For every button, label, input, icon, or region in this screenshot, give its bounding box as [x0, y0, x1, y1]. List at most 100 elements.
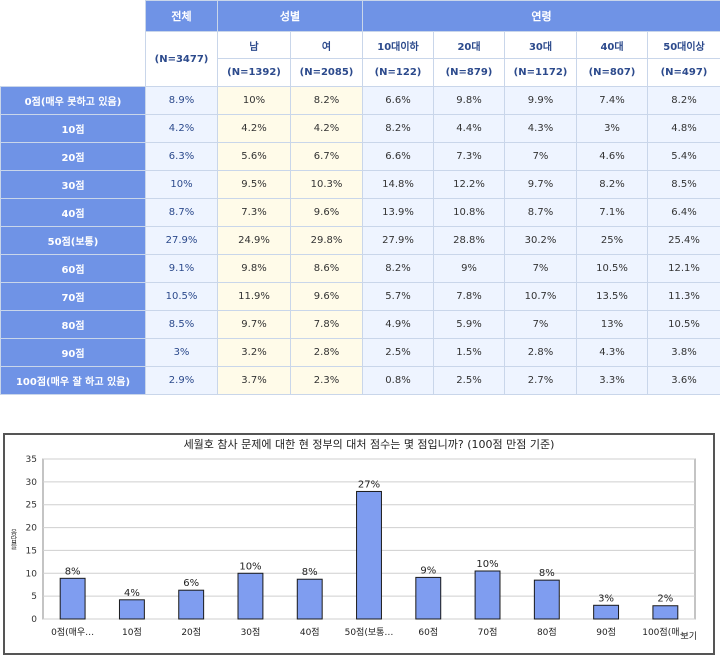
subgroup-label: 30대 — [504, 31, 577, 59]
table-cell: 4.3% — [504, 114, 577, 143]
bar — [533, 579, 560, 620]
table-cell: 7% — [504, 142, 577, 171]
x-tick-label: 100점(매… — [642, 626, 688, 638]
table-cell: 4.8% — [647, 114, 720, 143]
table-cell: 8.2% — [576, 170, 648, 199]
table-cell: 10.8% — [433, 198, 505, 227]
table-cell: 7.8% — [290, 310, 363, 339]
table-row: 0점(매우 못하고 있음) 8.9% 10% 8.2% 6.6% 9.8% 9.9% 7.4%… — [0, 86, 720, 115]
row-label: 100점(매우 잘 하고 있음) — [0, 366, 146, 395]
table-row: 60점 9.1% 9.8% 8.6% 8.2% 9% 7% 10.5% 12.1% — [0, 254, 720, 283]
table-cell: 8.5% — [145, 310, 218, 339]
table-cell: 8.7% — [504, 198, 577, 227]
y-axis-label: 응답률 — [10, 529, 18, 550]
data-label: 8% — [65, 566, 81, 577]
table-cell: 25% — [576, 226, 648, 255]
table-cell: 6.6% — [362, 86, 434, 115]
table-row: 20점 6.3% 5.6% 6.7% 6.6% 7.3% 7% 4.6% 5.4% — [0, 142, 720, 171]
data-label: 2% — [657, 594, 673, 605]
table-cell: 10% — [145, 170, 218, 199]
x-tick-label: 30점 — [241, 626, 261, 638]
subgroup-n: (N=1172) — [504, 58, 577, 87]
table-cell: 7% — [504, 254, 577, 283]
subgroup-n: (N=1392) — [217, 58, 291, 87]
header-total: 전체 — [145, 0, 218, 32]
table-cell: 10.5% — [647, 310, 720, 339]
row-label: 10점 — [0, 114, 146, 143]
y-tick-label: 30 — [26, 478, 38, 488]
table-cell: 9.9% — [504, 86, 577, 115]
row-label: 90점 — [0, 338, 146, 367]
table-cell: 1.5% — [433, 338, 505, 367]
table-cell: 8.2% — [647, 86, 720, 115]
row-label: 80점 — [0, 310, 146, 339]
table-cell: 9.5% — [217, 170, 291, 199]
y-tick-label: 35 — [26, 455, 37, 465]
table-cell: 9.7% — [217, 310, 291, 339]
x-tick-label: 0점(매우… — [51, 626, 94, 638]
x-tick-label: 60점 — [418, 626, 438, 638]
table-cell: 3.8% — [647, 338, 720, 367]
table-cell: 6.3% — [145, 142, 218, 171]
table-cell: 2.5% — [362, 338, 434, 367]
table-cell: 9.8% — [217, 254, 291, 283]
table-row: 30점 10% 9.5% 10.3% 14.8% 12.2% 9.7% 8.2% 8.5% — [0, 170, 720, 199]
table-cell: 12.1% — [647, 254, 720, 283]
x-tick-label: 70점 — [478, 626, 498, 638]
table-cell: 10.3% — [290, 170, 363, 199]
table-cell: 9.7% — [504, 170, 577, 199]
table-cell: 7.3% — [433, 142, 505, 171]
table-cell: 14.8% — [362, 170, 434, 199]
bar — [118, 599, 145, 620]
table-cell: 3.6% — [647, 366, 720, 395]
table-cell: 4.9% — [362, 310, 434, 339]
table-cell: 12.2% — [433, 170, 505, 199]
table-cell: 3.7% — [217, 366, 291, 395]
subgroup-label: 50대이상 — [647, 31, 720, 59]
y-tick-label: 5 — [31, 592, 37, 602]
table-cell: 6.4% — [647, 198, 720, 227]
table-cell: 9.8% — [433, 86, 505, 115]
table-cell: 8.2% — [290, 86, 363, 115]
y-tick-label: 15 — [26, 546, 37, 556]
table-cell: 10% — [217, 86, 291, 115]
bar — [237, 572, 264, 620]
bar — [296, 578, 323, 620]
table-cell: 11.9% — [217, 282, 291, 311]
row-label: 60점 — [0, 254, 146, 283]
table-cell: 27.9% — [362, 226, 434, 255]
table-cell: 7.8% — [433, 282, 505, 311]
table-cell: 8.9% — [145, 86, 218, 115]
table-cell: 4.2% — [290, 114, 363, 143]
table-cell: 2.8% — [504, 338, 577, 367]
table-row: 10점 4.2% 4.2% 4.2% 8.2% 4.4% 4.3% 3% 4.8% — [0, 114, 720, 143]
row-label: 50점(보통) — [0, 226, 146, 255]
bar — [593, 604, 620, 620]
table-cell: 8.2% — [362, 114, 434, 143]
bar — [178, 589, 205, 620]
row-label: 30점 — [0, 170, 146, 199]
table-cell: 24.9% — [217, 226, 291, 255]
bar — [59, 577, 86, 620]
data-label: 3% — [598, 593, 614, 604]
table-row: 100점(매우 잘 하고 있음) 2.9% 3.7% 2.3% 0.8% 2.5% 2.7%… — [0, 366, 720, 395]
chart-title: 세월호 참사 문제에 대한 현 정부의 대처 점수는 몇 점입니까? (100점… — [184, 438, 555, 451]
table-cell: 3% — [576, 114, 648, 143]
table-cell: 4.4% — [433, 114, 505, 143]
table-cell: 9.1% — [145, 254, 218, 283]
data-label: 9% — [420, 565, 436, 576]
table-cell: 7.4% — [576, 86, 648, 115]
table-cell: 3% — [145, 338, 218, 367]
bar-chart: 세월호 참사 문제에 대한 현 정부의 대처 점수는 몇 점입니까? (100점… — [10, 438, 697, 642]
table-cell: 2.5% — [433, 366, 505, 395]
table-row: 80점 8.5% 9.7% 7.8% 4.9% 5.9% 7% 13% 10.5% — [0, 310, 720, 339]
y-tick-label: 0 — [31, 615, 37, 625]
table-cell: 11.3% — [647, 282, 720, 311]
table-cell: 9.6% — [290, 282, 363, 311]
table-cell: 30.2% — [504, 226, 577, 255]
row-label: 20점 — [0, 142, 146, 171]
subgroup-label: 20대 — [433, 31, 505, 59]
data-label: 6% — [183, 578, 199, 589]
table-cell: 3.2% — [217, 338, 291, 367]
table-cell: 10.5% — [576, 254, 648, 283]
